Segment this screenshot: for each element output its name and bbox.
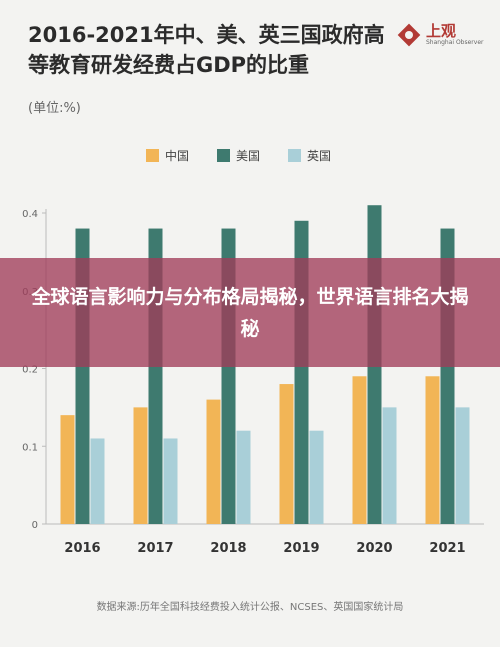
bar-2-2021	[455, 407, 470, 524]
chart-title: 2016-2021年中、美、英三国政府高等教育研发经费占GDP的比重	[28, 23, 385, 77]
x-tick-label: 2021	[429, 541, 465, 556]
bar-2-2017	[163, 438, 178, 524]
brand-logo: 上观 Shanghai Observer	[396, 18, 486, 52]
unit-label: (单位:%)	[28, 101, 81, 116]
bar-2-2018	[236, 430, 251, 524]
legend-label-china: 中国	[165, 149, 190, 163]
bar-2-2016	[90, 438, 105, 524]
legend-swatch-china	[146, 149, 159, 162]
bar-0-2019	[279, 384, 294, 524]
legend-swatch-uk	[288, 149, 302, 162]
legend-label-usa: 美国	[236, 149, 261, 163]
y-tick-label: 0	[32, 520, 38, 531]
data-source-note: 数据来源:历年全国科技经费投入统计公报、NCSES、英国国家统计局	[96, 602, 404, 613]
bar-0-2017	[133, 407, 148, 524]
bar-2-2020	[382, 407, 397, 524]
bar-0-2018	[206, 399, 221, 524]
chart-legend: 中国 美国 英国	[146, 147, 331, 164]
x-tick-label: 2020	[356, 541, 392, 556]
y-tick-label: 0.2	[22, 365, 38, 376]
legend-item-uk: 英国	[288, 147, 331, 164]
x-tick-label: 2018	[210, 541, 246, 556]
y-tick-label: 0.4	[22, 209, 38, 220]
legend-item-usa: 美国	[217, 147, 260, 164]
legend-label-uk: 英国	[307, 149, 332, 163]
x-tick-label: 2016	[64, 541, 100, 556]
x-tick-label: 2019	[283, 541, 319, 556]
logo-name-cn: 上观	[426, 22, 457, 40]
legend-swatch-usa	[217, 149, 231, 162]
legend-item-china: 中国	[146, 147, 189, 164]
logo-name-en: Shanghai Observer	[426, 39, 484, 46]
bar-0-2020	[352, 376, 367, 524]
overlay-banner-text: 全球语言影响力与分布格局揭秘，世界语言排名大揭秘	[31, 285, 469, 340]
bar-0-2021	[425, 376, 440, 524]
y-tick-label: 0.1	[22, 442, 38, 453]
x-tick-label: 2017	[137, 541, 173, 556]
overlay-banner: 全球语言影响力与分布格局揭秘，世界语言排名大揭秘	[0, 258, 500, 367]
bar-2-2019	[309, 430, 324, 524]
bar-0-2016	[60, 415, 75, 524]
logo-diamond-icon	[397, 23, 421, 47]
